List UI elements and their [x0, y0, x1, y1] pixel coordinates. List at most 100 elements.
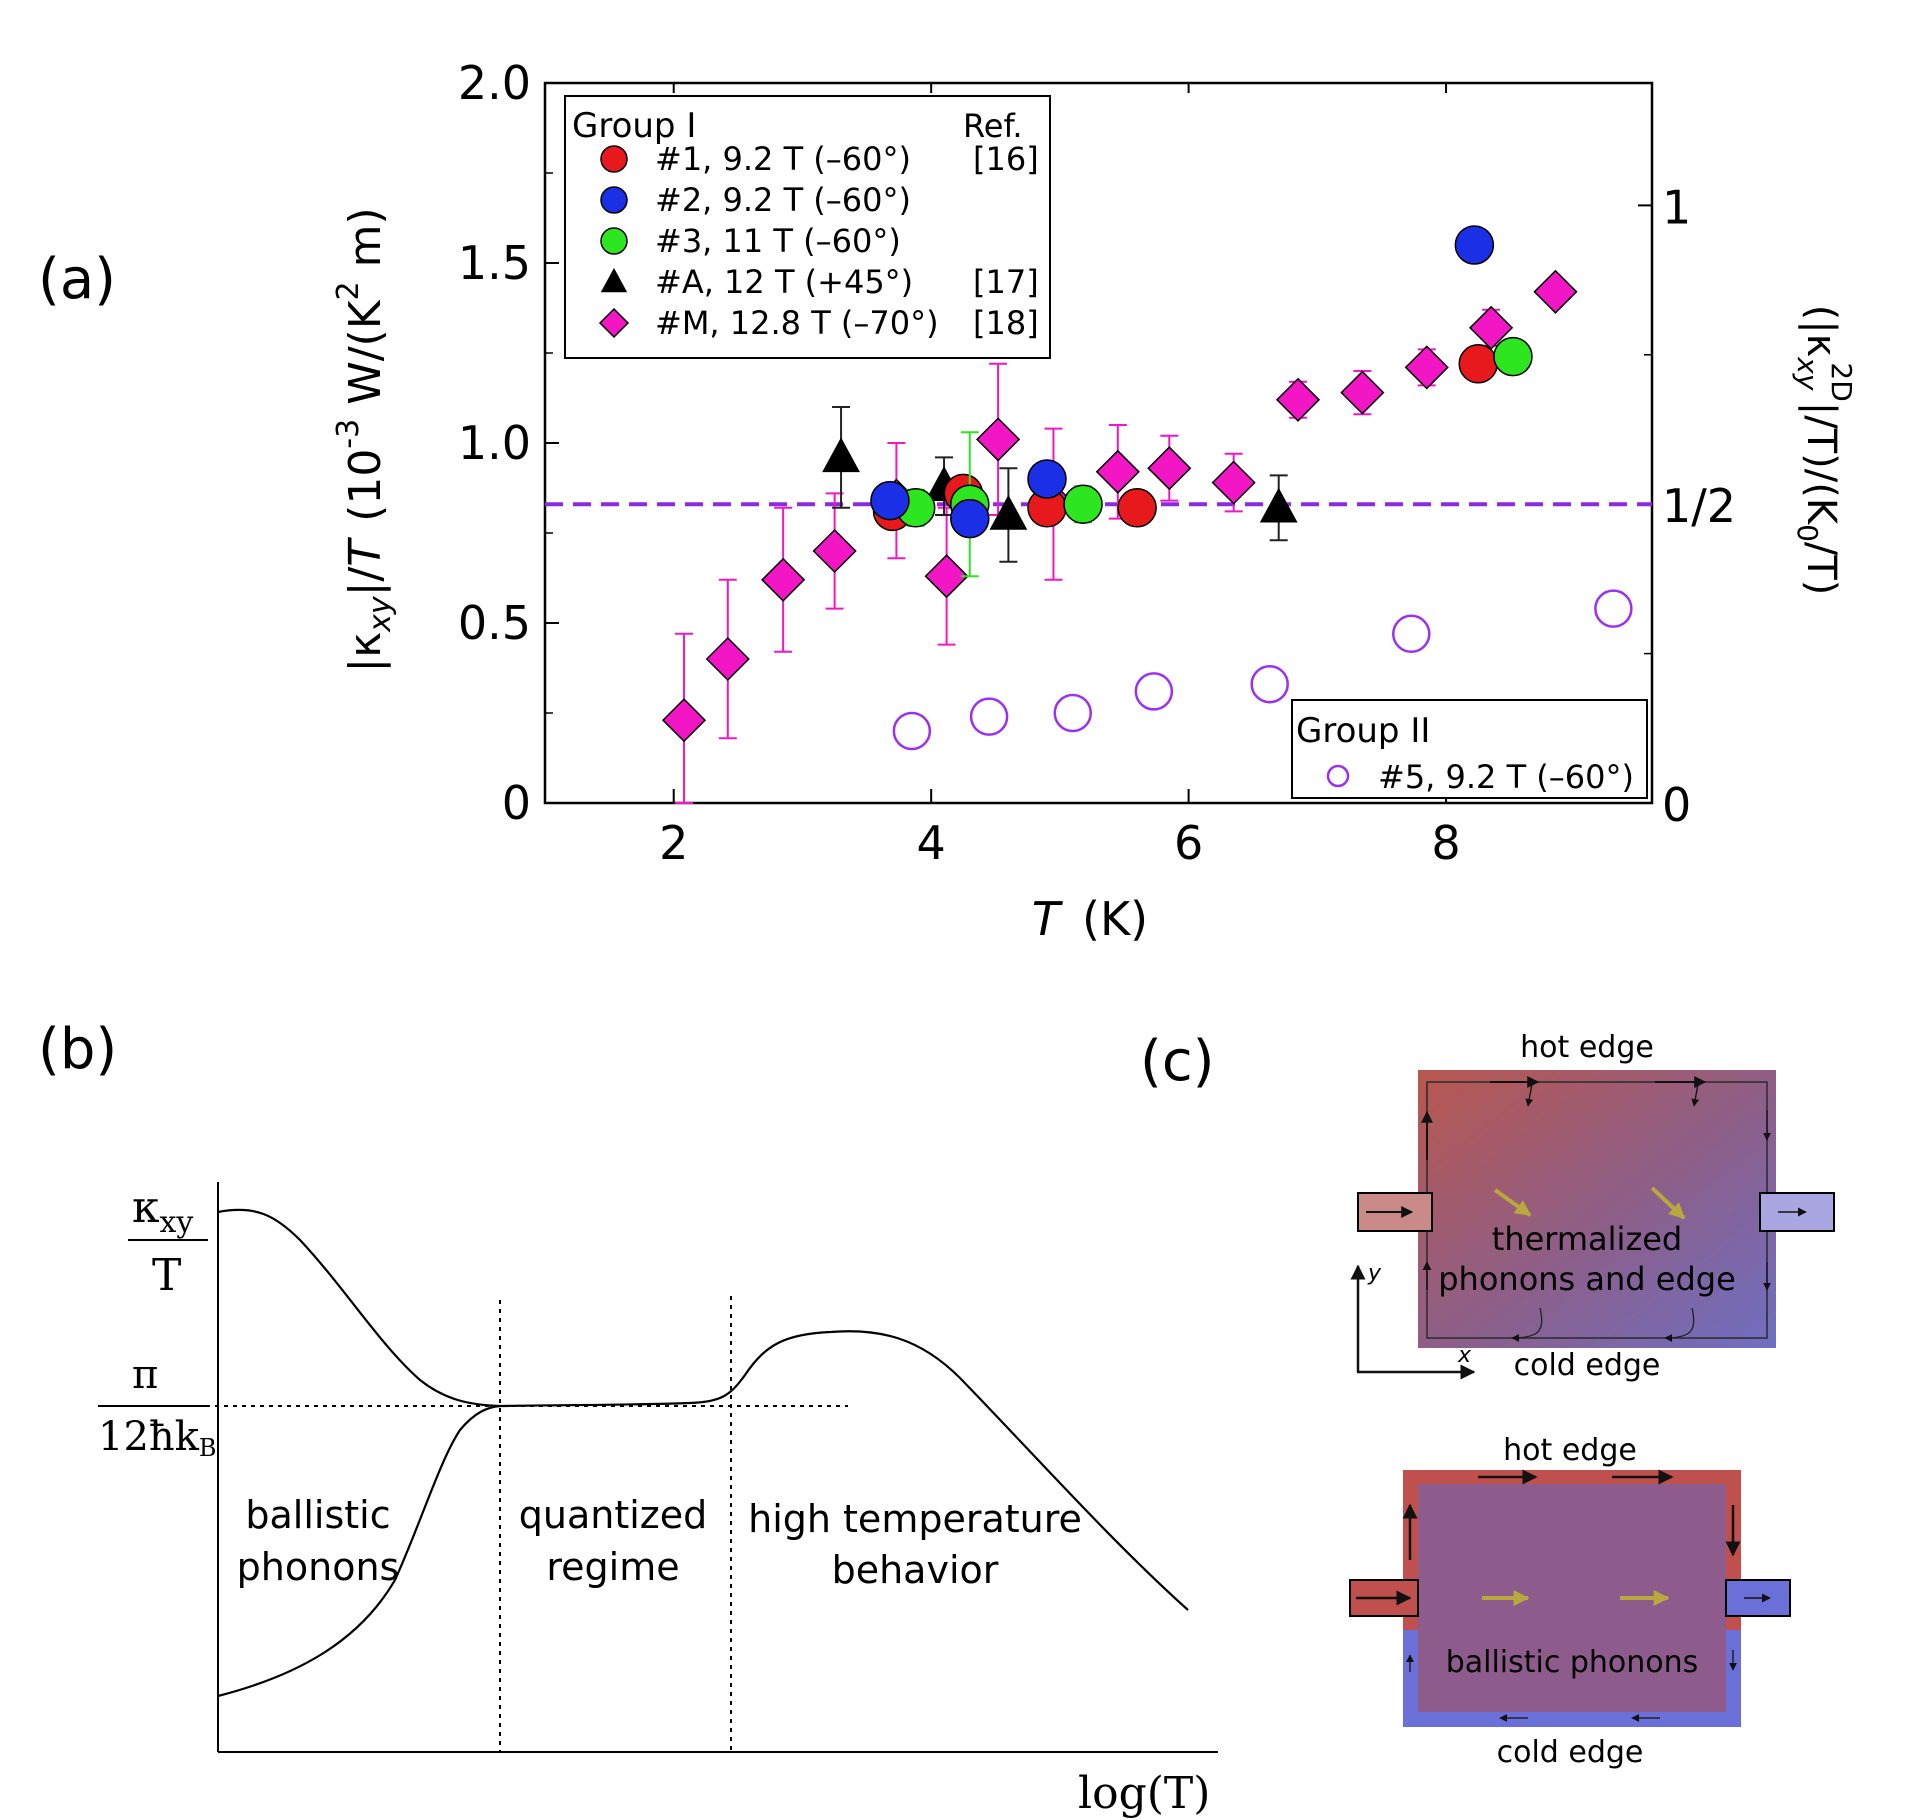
- data-point-5: [1594, 589, 1633, 628]
- panel-b-x-label: log(T): [1078, 1768, 1210, 1819]
- panel-b-ref-den-main: 12ħk: [98, 1414, 200, 1460]
- x-tick-label: 2: [659, 816, 688, 870]
- y-tick-label: 2.0: [458, 56, 531, 110]
- top-hot-edge-label: hot edge: [1520, 1030, 1654, 1065]
- xy-axis-x-label: x: [1457, 1343, 1472, 1368]
- data-point-5: [1392, 614, 1431, 654]
- data-point-5: [1134, 672, 1174, 711]
- data-point-2: [1027, 459, 1067, 499]
- bottom-cold-edge-label: cold edge: [1497, 1735, 1644, 1770]
- data-point-m: [1404, 345, 1449, 390]
- data-point-m: [1147, 446, 1192, 491]
- data-point-m: [1340, 370, 1385, 415]
- top-center-label-2: phonons and edge: [1438, 1260, 1736, 1298]
- region-label-high-temp-1: high temperature: [748, 1497, 1082, 1541]
- ylabel-unit-pre: (10: [340, 449, 391, 522]
- panel-a-data-points: [661, 225, 1633, 804]
- panel-a-y-ticks: 0 0.5 1.0 1.5 2.0: [458, 56, 559, 830]
- legend-group-1-entries: #1, 9.2 T (–60°) [16] #2, 9.2 T (–60°)#3, …: [598, 140, 1039, 342]
- data-point-m: [924, 554, 969, 599]
- legend-group-1: Group I Ref. #1, 9.2 T (–60°) [16] #2, 9.2…: [564, 95, 1051, 359]
- region-label-quantized-2: regime: [546, 1545, 679, 1589]
- top-phonon-arrow-2: [1650, 1186, 1686, 1220]
- bottom-right-contact: [1725, 1579, 1791, 1617]
- panel-a-x-ticks: 2 4 6 8: [659, 83, 1461, 870]
- panel-b-ref-den-sub: B: [199, 1434, 217, 1462]
- legend-marker-2: [600, 227, 628, 255]
- y-tick-label: 1.5: [458, 236, 531, 290]
- data-point-3: [1493, 336, 1533, 377]
- panel-b-ylabel-num: κxy: [132, 1182, 193, 1240]
- legend-group-1-title: Group I: [572, 106, 696, 146]
- rlabel-end: /T): [1798, 542, 1844, 596]
- rlabel-sub-0: 0: [1791, 524, 1824, 542]
- legend-entry-ref: [18]: [973, 304, 1039, 342]
- bottom-hot-edge-label: hot edge: [1503, 1433, 1637, 1468]
- x-label-T: T: [1032, 892, 1064, 946]
- region-label-ballistic-1: ballistic: [245, 1493, 390, 1537]
- right-tick-label: 1: [1662, 180, 1691, 234]
- legend-marker-0: [600, 145, 628, 173]
- data-point-3: [1063, 484, 1103, 524]
- y-tick-label: 0: [502, 776, 531, 830]
- top-cold-edge-label: cold edge: [1514, 1348, 1661, 1383]
- legend-group-2-entry-label: #5, 9.2 T (–60°): [1378, 758, 1634, 796]
- panel-c-bottom-diagram: hot edge ballistic phonons cold edge: [1349, 1433, 1791, 1770]
- data-point-m: [1533, 269, 1578, 314]
- y-tick-label: 0.5: [458, 596, 531, 650]
- legend-entry-ref: [17]: [973, 263, 1039, 301]
- ylabel-unit-mid: W/(K: [340, 299, 391, 418]
- ylabel-kappa: |κ: [340, 632, 391, 673]
- data-point-m: [812, 528, 857, 574]
- top-sample-body: [1418, 1070, 1776, 1348]
- legend-marker-1: [600, 186, 628, 214]
- data-point-1: [1458, 344, 1498, 384]
- top-center-label-1: thermalized: [1492, 1220, 1682, 1258]
- panel-c-top-diagram: hot edge cold edge thermalized phonons a…: [1350, 1030, 1835, 1383]
- rlabel-mid: |/T)/(K: [1798, 402, 1844, 526]
- legend-open-circle-marker: [1326, 764, 1350, 788]
- legend-entry-label: #M, 12.8 T (–70°): [655, 304, 939, 342]
- data-point-m: [1469, 305, 1514, 350]
- xy-axis-y-label: y: [1367, 1261, 1382, 1286]
- data-point-a: [989, 494, 1028, 530]
- legend-group-2: Group II #5, 9.2 T (–60°): [1291, 699, 1648, 799]
- legend-marker-4: [598, 307, 630, 339]
- data-point-5: [1053, 693, 1093, 733]
- x-tick-label: 6: [1174, 816, 1203, 870]
- region-label-high-temp-2: behavior: [832, 1548, 999, 1592]
- legend-marker-3: [600, 267, 628, 293]
- rlabel-open: (|κ: [1798, 305, 1844, 358]
- panel-a-x-label: T (K): [1032, 892, 1148, 946]
- data-point-5: [969, 697, 1009, 736]
- region-label-quantized-1: quantized: [519, 1493, 707, 1537]
- panel-b-ylabel-den: T: [152, 1250, 181, 1301]
- top-phonon-arrow-1: [1493, 1188, 1532, 1217]
- ylabel-kappa-sub: xy: [363, 595, 398, 633]
- bottom-sample-interior: [1418, 1484, 1726, 1712]
- panel-b-ref-den: 12ħkB: [98, 1414, 217, 1462]
- rlabel-sup-2d: 2D: [1825, 362, 1858, 401]
- panel-label-b: (b): [38, 1017, 117, 1082]
- x-tick-label: 8: [1431, 816, 1460, 870]
- right-tick-label: 0: [1662, 778, 1691, 832]
- data-point-a: [1259, 487, 1298, 523]
- data-point-2: [870, 480, 910, 521]
- data-point-m: [976, 417, 1021, 462]
- data-point-1: [1117, 488, 1157, 528]
- y-tick-label: 1.0: [458, 416, 531, 470]
- ylabel-unit-post: m): [340, 207, 391, 281]
- top-hot-edge-drop-1: [1525, 1083, 1534, 1107]
- x-tick-label: 4: [917, 816, 946, 870]
- right-tick-label: 1/2: [1662, 479, 1736, 533]
- data-point-5: [892, 711, 932, 751]
- legend-entry-label: #A, 12 T (+45°): [655, 263, 913, 301]
- legend-entry-label: #3, 11 T (–60°): [655, 222, 901, 260]
- panel-a-right-ticks: 0 1/2 1: [1638, 180, 1736, 832]
- top-hot-edge-drop-2: [1691, 1083, 1700, 1107]
- region-label-ballistic-2: phonons: [237, 1545, 400, 1589]
- panel-label-a: (a): [38, 247, 116, 312]
- x-label-unit: (K): [1082, 892, 1148, 946]
